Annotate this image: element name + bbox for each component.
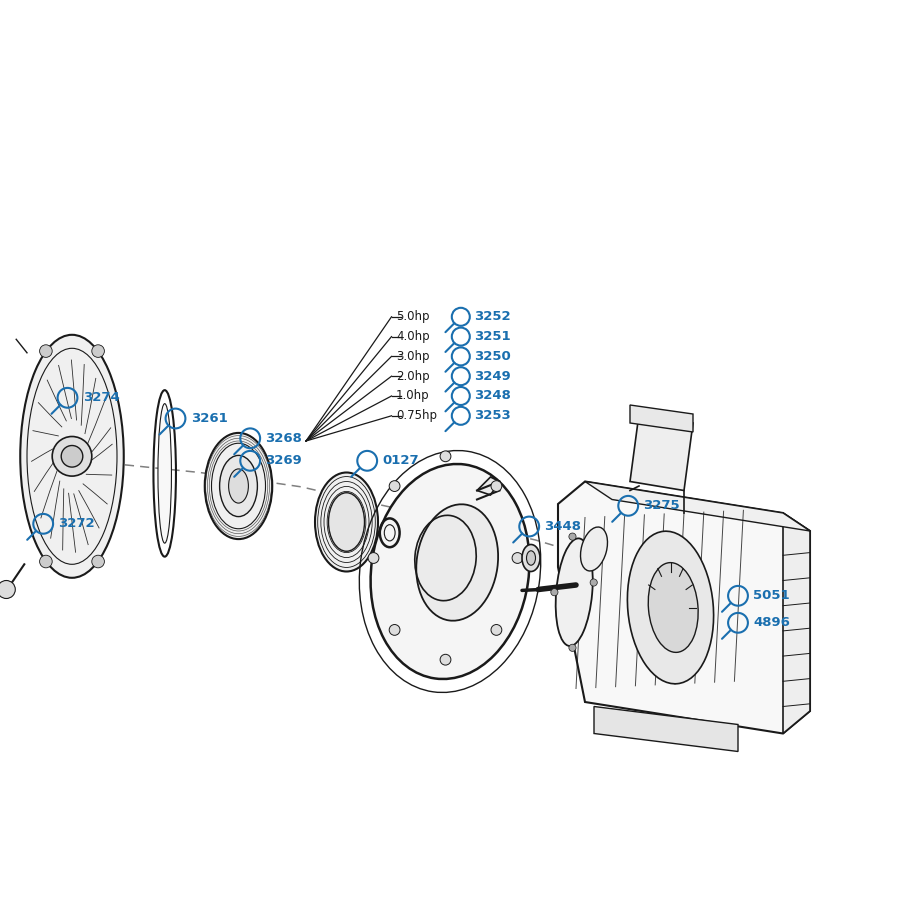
Circle shape [512, 553, 523, 563]
Polygon shape [477, 477, 500, 495]
Text: 3448: 3448 [544, 520, 581, 533]
Ellipse shape [315, 472, 378, 572]
Circle shape [40, 345, 52, 357]
Text: 3268: 3268 [266, 432, 302, 445]
Circle shape [368, 553, 379, 563]
Ellipse shape [648, 562, 698, 652]
Text: 3269: 3269 [266, 454, 302, 467]
Circle shape [569, 533, 576, 540]
Text: 3251: 3251 [474, 330, 511, 343]
Ellipse shape [371, 464, 529, 679]
Text: 4896: 4896 [753, 616, 790, 629]
Text: 3274: 3274 [83, 392, 120, 404]
Text: 3.0hp: 3.0hp [396, 350, 429, 363]
Polygon shape [594, 706, 738, 752]
Circle shape [389, 481, 400, 491]
Polygon shape [630, 414, 693, 490]
Text: 0127: 0127 [382, 454, 419, 467]
Ellipse shape [580, 527, 608, 571]
Ellipse shape [555, 538, 593, 646]
Ellipse shape [205, 433, 272, 539]
Text: 4.0hp: 4.0hp [396, 330, 429, 343]
Ellipse shape [20, 335, 124, 578]
Text: 3252: 3252 [474, 310, 511, 323]
Polygon shape [585, 482, 810, 531]
Circle shape [440, 451, 451, 462]
Text: 3275: 3275 [644, 500, 680, 512]
Text: 3250: 3250 [474, 350, 511, 363]
Circle shape [0, 580, 15, 598]
Polygon shape [558, 482, 810, 733]
Ellipse shape [158, 403, 171, 544]
Ellipse shape [526, 551, 536, 565]
Circle shape [52, 436, 92, 476]
Text: 3253: 3253 [474, 410, 511, 422]
Text: 3248: 3248 [474, 390, 511, 402]
Circle shape [590, 579, 598, 586]
Polygon shape [630, 405, 693, 432]
Text: 3272: 3272 [58, 518, 95, 530]
Text: 0.75hp: 0.75hp [396, 410, 437, 422]
Circle shape [92, 555, 104, 568]
Text: 2.0hp: 2.0hp [396, 370, 429, 382]
Ellipse shape [328, 493, 364, 551]
Circle shape [389, 625, 400, 635]
Polygon shape [783, 513, 810, 734]
Circle shape [491, 481, 502, 491]
Text: 5.0hp: 5.0hp [396, 310, 429, 323]
Text: 5051: 5051 [753, 590, 790, 602]
Ellipse shape [627, 531, 714, 684]
Text: 3249: 3249 [474, 370, 511, 382]
Ellipse shape [417, 504, 498, 621]
Text: 3261: 3261 [191, 412, 228, 425]
Circle shape [491, 625, 502, 635]
Text: 1.0hp: 1.0hp [396, 390, 429, 402]
Circle shape [569, 644, 576, 652]
Circle shape [92, 345, 104, 357]
Circle shape [440, 654, 451, 665]
Circle shape [40, 555, 52, 568]
Circle shape [61, 446, 83, 467]
Ellipse shape [522, 544, 540, 572]
Circle shape [551, 589, 558, 596]
Ellipse shape [229, 469, 248, 503]
Ellipse shape [220, 455, 257, 517]
